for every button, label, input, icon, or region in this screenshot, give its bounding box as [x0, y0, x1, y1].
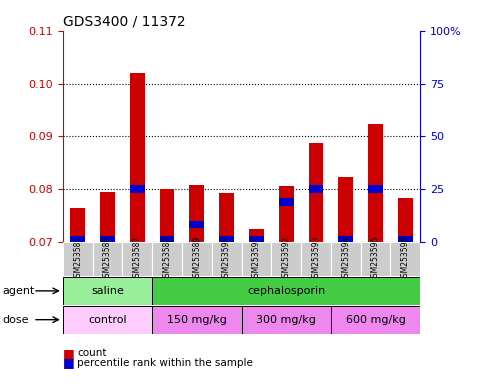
- Bar: [70, 237, 85, 244]
- Bar: [219, 237, 234, 244]
- FancyBboxPatch shape: [212, 242, 242, 276]
- Text: 300 mg/kg: 300 mg/kg: [256, 314, 316, 325]
- FancyBboxPatch shape: [152, 306, 242, 333]
- FancyBboxPatch shape: [63, 277, 152, 305]
- Text: control: control: [88, 314, 127, 325]
- Text: dose: dose: [2, 314, 29, 325]
- Text: agent: agent: [2, 286, 35, 296]
- Bar: [100, 192, 115, 242]
- FancyBboxPatch shape: [152, 242, 182, 276]
- Bar: [309, 185, 324, 193]
- Bar: [279, 187, 294, 242]
- Bar: [100, 237, 115, 244]
- Text: GSM253586: GSM253586: [103, 235, 112, 281]
- Text: GSM253588: GSM253588: [163, 235, 171, 281]
- FancyBboxPatch shape: [152, 277, 420, 305]
- Bar: [279, 199, 294, 206]
- FancyBboxPatch shape: [361, 242, 390, 276]
- Text: GDS3400 / 11372: GDS3400 / 11372: [63, 14, 185, 28]
- Text: GSM253596: GSM253596: [401, 235, 410, 282]
- Bar: [159, 189, 174, 242]
- Bar: [368, 185, 383, 193]
- Text: saline: saline: [91, 286, 124, 296]
- FancyBboxPatch shape: [301, 242, 331, 276]
- Text: GSM253587: GSM253587: [133, 235, 142, 281]
- Text: GSM253585: GSM253585: [73, 235, 82, 281]
- Bar: [159, 237, 174, 244]
- Text: GSM253589: GSM253589: [192, 235, 201, 281]
- Bar: [309, 143, 324, 242]
- Text: GSM253591: GSM253591: [252, 235, 261, 281]
- Text: ■: ■: [63, 347, 74, 360]
- Bar: [249, 237, 264, 244]
- FancyBboxPatch shape: [331, 306, 420, 333]
- Bar: [130, 185, 145, 193]
- FancyBboxPatch shape: [271, 242, 301, 276]
- Bar: [189, 220, 204, 228]
- FancyBboxPatch shape: [122, 242, 152, 276]
- Bar: [398, 198, 413, 242]
- Text: cephalosporin: cephalosporin: [247, 286, 326, 296]
- Text: GSM253595: GSM253595: [371, 235, 380, 282]
- Bar: [338, 177, 353, 242]
- Bar: [130, 73, 145, 242]
- Text: 600 mg/kg: 600 mg/kg: [346, 314, 405, 325]
- FancyBboxPatch shape: [93, 242, 122, 276]
- Bar: [189, 185, 204, 242]
- Text: count: count: [77, 348, 107, 358]
- Text: GSM253590: GSM253590: [222, 235, 231, 282]
- Bar: [249, 229, 264, 242]
- Text: GSM253594: GSM253594: [341, 235, 350, 282]
- FancyBboxPatch shape: [182, 242, 212, 276]
- Text: ■: ■: [63, 356, 74, 369]
- Bar: [70, 208, 85, 242]
- Text: percentile rank within the sample: percentile rank within the sample: [77, 358, 253, 368]
- Bar: [368, 124, 383, 242]
- FancyBboxPatch shape: [390, 242, 420, 276]
- FancyBboxPatch shape: [63, 242, 93, 276]
- Text: 150 mg/kg: 150 mg/kg: [167, 314, 227, 325]
- FancyBboxPatch shape: [331, 242, 361, 276]
- FancyBboxPatch shape: [242, 242, 271, 276]
- Text: GSM253593: GSM253593: [312, 235, 320, 282]
- Text: GSM253592: GSM253592: [282, 235, 291, 281]
- FancyBboxPatch shape: [242, 306, 331, 333]
- Bar: [398, 237, 413, 244]
- FancyBboxPatch shape: [63, 306, 152, 333]
- Bar: [338, 237, 353, 244]
- Bar: [219, 193, 234, 242]
